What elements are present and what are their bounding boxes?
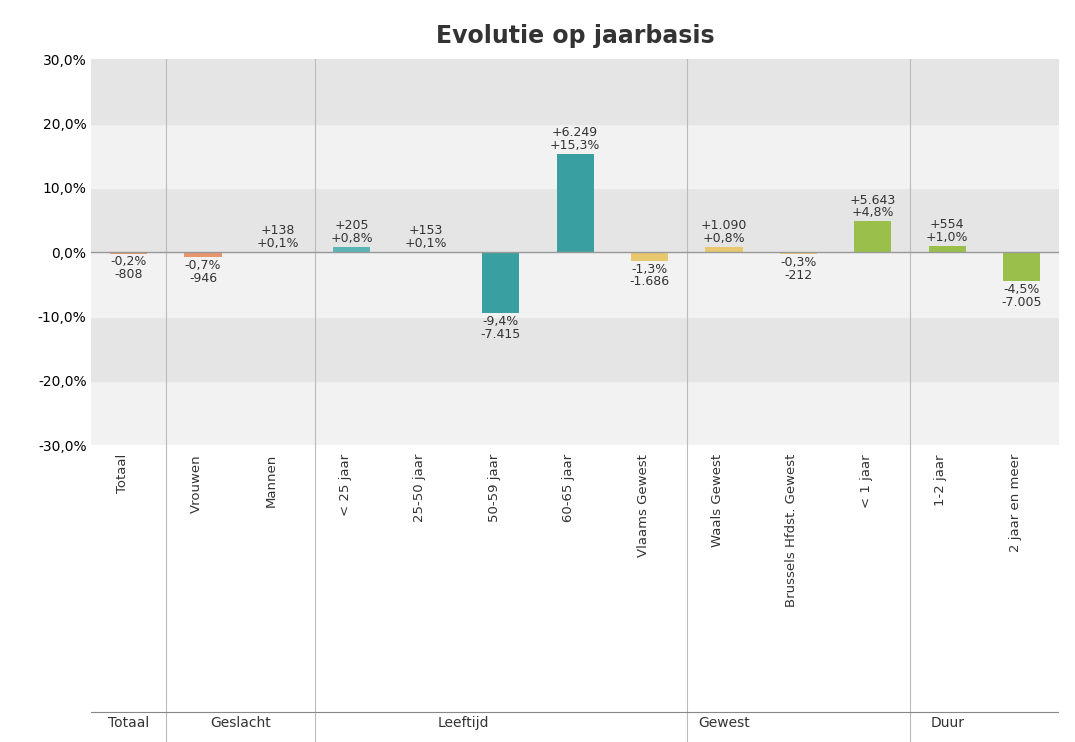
Text: -808: -808 xyxy=(114,269,143,281)
Text: +0,1%: +0,1% xyxy=(256,237,299,250)
Text: +6.249: +6.249 xyxy=(553,126,598,139)
Bar xyxy=(855,221,891,252)
Text: -1.686: -1.686 xyxy=(630,275,670,289)
Text: < 1 jaar: < 1 jaar xyxy=(860,454,873,508)
Text: +0,8%: +0,8% xyxy=(330,232,373,245)
Text: -0,2%: -0,2% xyxy=(111,255,147,269)
Text: +153: +153 xyxy=(410,224,444,237)
Text: 50-59 jaar: 50-59 jaar xyxy=(488,454,501,522)
Bar xyxy=(482,252,519,312)
Text: +205: +205 xyxy=(334,220,369,232)
Text: +4,8%: +4,8% xyxy=(851,206,894,220)
Text: +1.090: +1.090 xyxy=(701,220,747,232)
Text: Mannen: Mannen xyxy=(264,454,277,508)
Text: -0,7%: -0,7% xyxy=(185,259,221,272)
Text: 60-65 jaar: 60-65 jaar xyxy=(562,454,575,522)
Bar xyxy=(91,59,1059,124)
Text: Waals Gewest: Waals Gewest xyxy=(711,454,723,548)
Text: +0,8%: +0,8% xyxy=(703,232,745,245)
Text: 25-50 jaar: 25-50 jaar xyxy=(413,454,427,522)
Text: -0,3%: -0,3% xyxy=(780,256,817,269)
Text: 2 jaar en meer: 2 jaar en meer xyxy=(1008,454,1021,553)
Bar xyxy=(929,246,965,252)
Text: 1-2 jaar: 1-2 jaar xyxy=(934,454,947,505)
Bar xyxy=(91,317,1059,381)
Text: Totaal: Totaal xyxy=(108,716,149,730)
Text: +0,1%: +0,1% xyxy=(405,237,447,250)
Text: -9,4%: -9,4% xyxy=(483,315,519,328)
Bar xyxy=(333,247,371,252)
Bar xyxy=(1003,252,1041,281)
Bar xyxy=(110,252,147,254)
Text: -7.415: -7.415 xyxy=(481,327,520,341)
Bar xyxy=(185,252,221,257)
Text: -7.005: -7.005 xyxy=(1002,296,1042,309)
Text: Totaal: Totaal xyxy=(116,454,129,493)
Text: Duur: Duur xyxy=(930,716,964,730)
Bar xyxy=(91,124,1059,188)
Text: Vlaams Gewest: Vlaams Gewest xyxy=(636,454,649,557)
Text: -1,3%: -1,3% xyxy=(631,263,668,275)
Text: +5.643: +5.643 xyxy=(849,194,895,206)
Text: Vrouwen: Vrouwen xyxy=(190,454,203,513)
Bar xyxy=(91,381,1059,445)
Text: -946: -946 xyxy=(189,272,217,285)
Text: -4,5%: -4,5% xyxy=(1003,283,1040,296)
Text: +554: +554 xyxy=(930,218,964,231)
Text: < 25 jaar: < 25 jaar xyxy=(339,454,352,516)
Text: Leeftijd: Leeftijd xyxy=(438,716,489,730)
Text: +138: +138 xyxy=(260,224,295,237)
Text: -212: -212 xyxy=(785,269,813,282)
Text: Geslacht: Geslacht xyxy=(210,716,271,730)
Text: +1,0%: +1,0% xyxy=(926,231,969,244)
Bar xyxy=(557,154,593,252)
Text: +15,3%: +15,3% xyxy=(550,139,600,152)
Bar xyxy=(91,252,1059,317)
Bar xyxy=(779,252,817,255)
Bar xyxy=(705,247,743,252)
Text: Brussels Hfdst. Gewest: Brussels Hfdst. Gewest xyxy=(786,454,799,608)
Bar xyxy=(631,252,669,260)
Text: Gewest: Gewest xyxy=(698,716,750,730)
Title: Evolutie op jaarbasis: Evolutie op jaarbasis xyxy=(435,24,715,47)
Bar xyxy=(91,188,1059,252)
